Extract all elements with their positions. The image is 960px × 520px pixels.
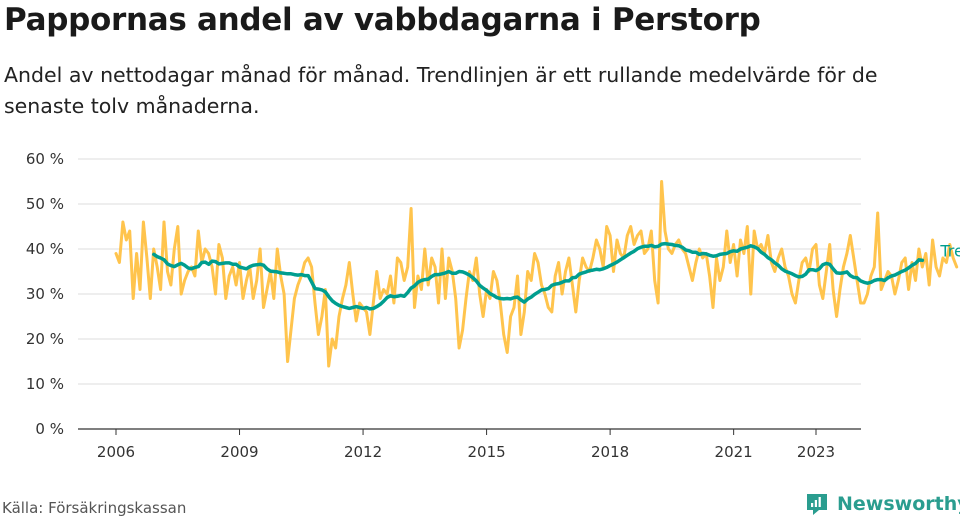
x-tick-label: 2009 xyxy=(220,443,258,461)
series-line-per-manad xyxy=(114,180,959,368)
newsworthy-icon xyxy=(807,494,827,515)
brand-name: Newsworthy xyxy=(837,493,960,515)
gridlines xyxy=(78,158,861,430)
y-axis: 0 % 10 % 20 % 30 % 40 % 50 % 60 % xyxy=(26,150,64,438)
x-axis: 2006 2009 2012 2015 2018 2021 2023 xyxy=(97,429,835,461)
y-tick-label: 40 % xyxy=(26,240,64,258)
chart-title: Pappornas andel av vabbdagarna i Perstor… xyxy=(4,2,761,38)
x-tick-label: 2006 xyxy=(97,443,135,461)
source-note: Källa: Försäkringskassan xyxy=(2,499,187,517)
brand-logo: Newsworthy xyxy=(805,490,960,518)
x-tick-label: 2018 xyxy=(591,443,629,461)
y-tick-label: 0 % xyxy=(35,420,64,438)
x-tick-label: 2012 xyxy=(344,443,382,461)
chart-subtitle: Andel av nettodagar månad för månad. Tre… xyxy=(4,63,878,118)
y-tick-label: 30 % xyxy=(26,285,64,303)
y-tick-label: 20 % xyxy=(26,330,64,348)
x-tick-label: 2023 xyxy=(797,443,835,461)
series-line-trend xyxy=(152,241,925,311)
y-tick-label: 50 % xyxy=(26,195,64,213)
series-label-trend: Trend xyxy=(939,241,960,260)
y-tick-label: 60 % xyxy=(26,150,64,168)
x-tick-label: 2015 xyxy=(467,443,505,461)
series-lines xyxy=(114,180,959,368)
y-tick-label: 10 % xyxy=(26,375,64,393)
series-labels: Per månadTrend xyxy=(939,241,960,260)
x-tick-label: 2021 xyxy=(715,443,753,461)
